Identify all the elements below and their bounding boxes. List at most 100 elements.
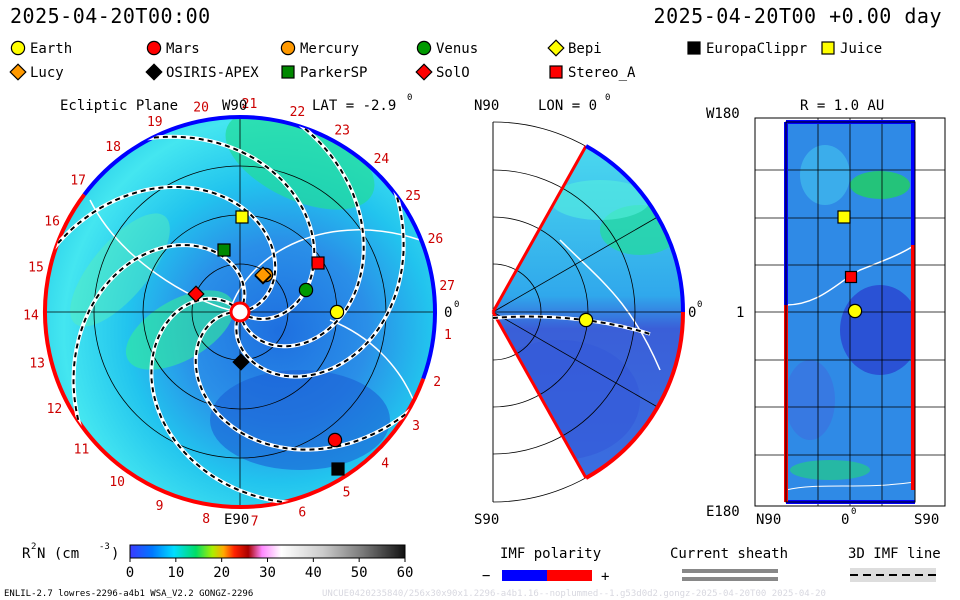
sector-number: 5 (343, 486, 351, 501)
legend-item: Stereo_A (549, 65, 636, 81)
colorbar-label-sup2: -3 (99, 542, 110, 552)
sector-number: 23 (334, 124, 350, 139)
sector-number: 26 (428, 232, 444, 247)
imf-positive-swatch (547, 570, 592, 581)
legend-marker-stereo_a (549, 65, 563, 79)
current-sheath-title: Current sheath (670, 546, 788, 562)
sector-number: 19 (147, 115, 163, 130)
sector-number: 2 (433, 375, 441, 390)
marker-mars (327, 432, 343, 448)
ecliptic-bottom-label: E90 (224, 512, 249, 528)
spacecraft-legend: Earth Mars Mercury Venus Bepi EuropaClippr Jui… (9, 39, 882, 81)
ecliptic-lat-sup: 0 (407, 93, 412, 103)
legend-marker-venus (416, 40, 432, 56)
imf-ring-positive (43, 193, 426, 509)
footer-left: ENLIL-2.7 lowres-2296-a4b1 WSA_V2.2 GONG… (4, 589, 253, 599)
legend-marker-lucy (9, 63, 27, 81)
colorbar-label-end: ) (111, 546, 119, 562)
sector-number: 4 (381, 456, 389, 471)
radial-x-label-right: S90 (914, 512, 939, 528)
colorbar-gradient (129, 544, 406, 559)
marker-earth (329, 304, 345, 320)
legend-marker-europaclippr (687, 41, 701, 55)
imf-line-title: 3D IMF line (848, 546, 941, 562)
legend-marker-parkersp (281, 65, 295, 79)
sector-number: 22 (290, 105, 306, 120)
sector-number: 9 (156, 499, 164, 514)
legend-label: Stereo_A (568, 65, 636, 81)
sector-number: 14 (23, 309, 39, 324)
sector-number: 27 (439, 279, 455, 294)
marker-stereo-a-radial (844, 270, 858, 284)
imf-spiral-line (241, 117, 365, 348)
footer-right: UNCUE0420235840/256x30x90x1.2296-a4b1.16… (322, 589, 826, 599)
radial-x-label-left: N90 (756, 512, 781, 528)
legend-label: Earth (30, 41, 72, 57)
radial-title: R = 1.0 AU (800, 98, 884, 114)
imf-spiral-line (117, 135, 316, 321)
legend-label: SolO (436, 65, 470, 81)
marker-stereo_a (311, 256, 325, 270)
sector-number: 15 (28, 260, 44, 275)
radial-top-left-label: W180 (706, 106, 740, 122)
ecliptic-right-label: 0 (444, 305, 452, 321)
sector-number: 10 (109, 475, 125, 490)
legend-item: Mercury (280, 40, 359, 57)
legend-marker-juice (821, 41, 835, 55)
sector-number: 7 (251, 515, 259, 530)
marker-venus (298, 282, 314, 298)
sector-number: 11 (74, 442, 90, 457)
legend-label: Venus (436, 41, 478, 57)
colorbar-tick-label: 40 (305, 565, 322, 581)
sector-number: 25 (405, 189, 421, 204)
sector-number: 1 (444, 328, 452, 343)
meridional-right-sup: 0 (697, 300, 702, 310)
legend-item: Venus (416, 40, 478, 57)
radial-x-label-mid-sup: 0 (851, 507, 856, 517)
marker-earth-meridional (578, 312, 594, 328)
meridional-right-label: 0 (688, 305, 696, 321)
marker-solo (187, 285, 205, 303)
legend-item: ParkerSP (281, 65, 367, 81)
sector-number: 13 (29, 357, 45, 372)
legend-label: EuropaClippr (706, 41, 807, 57)
marker-juice (235, 210, 249, 224)
colorbar-label-rest: N (cm (37, 546, 79, 562)
imf-polarity-title: IMF polarity (500, 546, 601, 562)
colorbar-tick-label: 50 (351, 565, 368, 581)
legend-label: Bepi (568, 41, 602, 57)
imf-spiral-line (235, 163, 405, 378)
sector-number: 21 (242, 97, 258, 112)
marker-osiris-apex (232, 353, 250, 371)
radial-x-label-mid: 0 (841, 512, 849, 528)
colorbar-tick-label: 60 (397, 565, 414, 581)
imf-negative-swatch (502, 570, 547, 581)
legend-marker-mars (146, 40, 162, 56)
meridional-lon-label: LON = 0 (538, 98, 597, 114)
meridional-lon-sup: 0 (605, 93, 610, 103)
sector-number: 17 (70, 174, 86, 189)
ecliptic-lat-label: LAT = -2.9 (312, 98, 396, 114)
colorbar-tick-label: 30 (259, 565, 276, 581)
sun-inner-boundary (229, 301, 251, 323)
sector-number: 8 (202, 512, 210, 527)
marker-earth-radial (847, 303, 863, 319)
legend-label: Lucy (30, 65, 64, 81)
marker-lucy (254, 266, 272, 284)
legend-marker-mercury (280, 40, 296, 56)
imf-legend: IMF polarity − + Current sheath 3D IMF l… (482, 546, 941, 585)
legend-marker-earth (10, 40, 26, 56)
legend-label: Mars (166, 41, 200, 57)
colorbar-label-sup: 2 (31, 542, 36, 552)
sector-number: 16 (44, 215, 60, 230)
legend-item: Juice (821, 41, 882, 57)
imf-spiral-line (150, 297, 319, 505)
meridional-panel: N90 LON = 0 0 S90 0 0 (474, 93, 702, 528)
sector-number: 18 (105, 140, 121, 155)
legend-marker-bepi (547, 39, 565, 57)
sector-number: 12 (47, 402, 63, 417)
radial-panel: R = 1.0 AU W180 E180 1 N90 0 0 S90 (706, 98, 946, 528)
meridional-top-label: N90 (474, 98, 499, 114)
ecliptic-right-sup: 0 (454, 300, 459, 310)
